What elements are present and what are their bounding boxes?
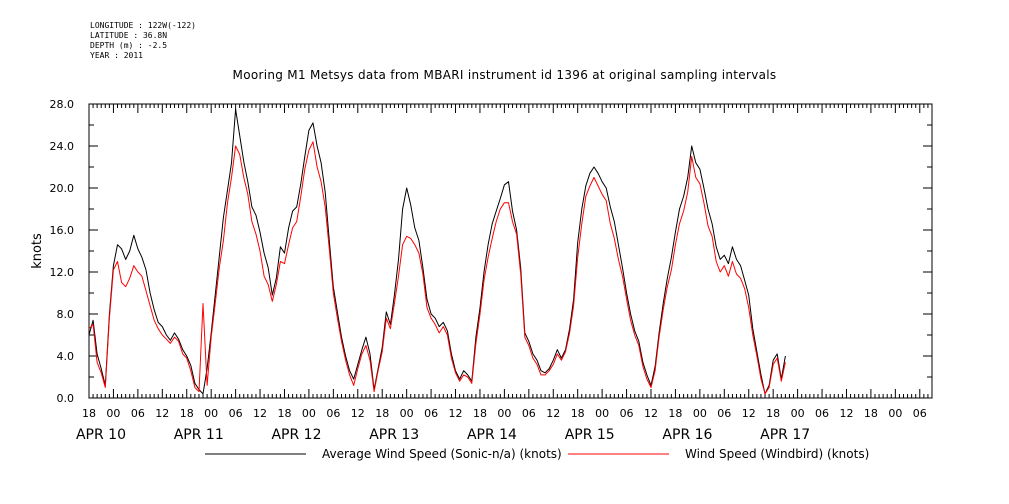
x-tick-label: 06 bbox=[620, 407, 634, 420]
x-tick-label: 06 bbox=[229, 407, 243, 420]
x-tick-label: 12 bbox=[155, 407, 169, 420]
meta-depth: DEPTH (m) : -2.5 bbox=[90, 41, 168, 50]
y-tick-label: 20.0 bbox=[50, 182, 75, 195]
x-tick-label: 18 bbox=[766, 407, 780, 420]
x-date-label: APR 14 bbox=[467, 427, 517, 443]
x-tick-label: 18 bbox=[82, 407, 96, 420]
x-tick-label: 00 bbox=[791, 407, 805, 420]
series-line-windbird bbox=[88, 141, 786, 395]
x-date-label: APR 11 bbox=[174, 427, 224, 443]
x-axis: 18 00 06 12 18 00 06 12 18 00 06 12 18 00 06 12 18 00 06 12… bbox=[76, 104, 933, 443]
x-date-label: APR 17 bbox=[760, 427, 810, 443]
x-tick-label: 12 bbox=[742, 407, 756, 420]
meta-latitude: LATITUDE : 36.8N bbox=[90, 31, 168, 40]
x-date-label: APR 16 bbox=[662, 427, 712, 443]
x-tick-label: 00 bbox=[595, 407, 609, 420]
x-tick-label: 00 bbox=[302, 407, 316, 420]
y-tick-label: 16.0 bbox=[50, 224, 75, 237]
x-tick-label: 00 bbox=[888, 407, 902, 420]
x-tick-label: 00 bbox=[497, 407, 511, 420]
x-tick-label: 18 bbox=[864, 407, 878, 420]
x-tick-label: 06 bbox=[326, 407, 340, 420]
y-axis: 0.0 4.0 8.0 12.0 16.0 20.0 24.0 28.0 bbox=[50, 98, 932, 405]
x-tick-label: 12 bbox=[351, 407, 365, 420]
y-tick-label: 12.0 bbox=[50, 266, 75, 279]
y-tick-label: 24.0 bbox=[50, 140, 75, 153]
x-tick-label: 00 bbox=[693, 407, 707, 420]
x-date-label: APR 13 bbox=[369, 427, 419, 443]
x-tick-label: 18 bbox=[277, 407, 291, 420]
x-tick-label: 12 bbox=[449, 407, 463, 420]
chart-title: Mooring M1 Metsys data from MBARI instru… bbox=[232, 68, 777, 82]
x-tick-label: 12 bbox=[644, 407, 658, 420]
meta-year: YEAR : 2011 bbox=[90, 51, 143, 60]
x-date-label: APR 12 bbox=[271, 427, 321, 443]
x-date-label: APR 15 bbox=[565, 427, 615, 443]
x-tick-label: 18 bbox=[571, 407, 585, 420]
x-tick-label: 06 bbox=[913, 407, 927, 420]
x-tick-label: 18 bbox=[668, 407, 682, 420]
x-tick-label: 06 bbox=[131, 407, 145, 420]
x-tick-label: 00 bbox=[204, 407, 218, 420]
x-date-label: APR 10 bbox=[76, 427, 126, 443]
series-line-sonic bbox=[88, 108, 786, 395]
y-tick-label: 0.0 bbox=[57, 392, 75, 405]
y-tick-label: 28.0 bbox=[50, 98, 75, 111]
x-tick-label: 06 bbox=[522, 407, 536, 420]
y-tick-label: 4.0 bbox=[57, 350, 75, 363]
legend-label-sonic: Average Wind Speed (Sonic-n/a) (knots) bbox=[322, 447, 562, 461]
x-tick-label: 12 bbox=[253, 407, 267, 420]
x-tick-label: 00 bbox=[400, 407, 414, 420]
x-tick-label: 18 bbox=[180, 407, 194, 420]
station-metadata: LONGITUDE : 122W(-122) LATITUDE : 36.8N … bbox=[90, 21, 196, 61]
x-tick-label: 06 bbox=[815, 407, 829, 420]
x-tick-label: 06 bbox=[717, 407, 731, 420]
plot-frame bbox=[88, 103, 933, 399]
y-tick-label: 8.0 bbox=[57, 308, 75, 321]
legend-label-windbird: Wind Speed (Windbird) (knots) bbox=[685, 447, 869, 461]
x-tick-label: 12 bbox=[546, 407, 560, 420]
x-tick-label: 06 bbox=[424, 407, 438, 420]
x-tick-label: 12 bbox=[839, 407, 853, 420]
y-axis-label: knots bbox=[30, 233, 45, 269]
legend: Average Wind Speed (Sonic-n/a) (knots) W… bbox=[205, 447, 869, 461]
x-tick-label: 18 bbox=[375, 407, 389, 420]
x-tick-label: 00 bbox=[106, 407, 120, 420]
series-group bbox=[88, 108, 786, 395]
x-tick-label: 18 bbox=[473, 407, 487, 420]
meta-longitude: LONGITUDE : 122W(-122) bbox=[90, 21, 196, 30]
